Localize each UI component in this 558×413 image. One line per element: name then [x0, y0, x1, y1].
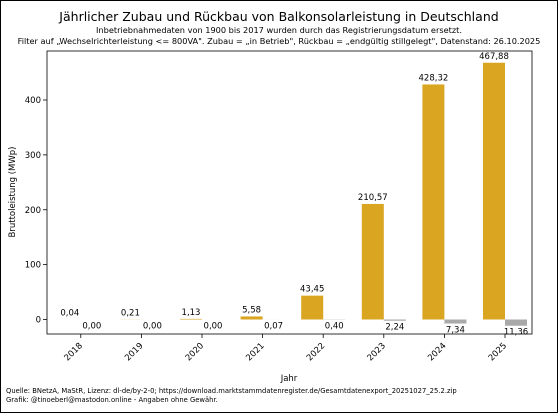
chart-title: Jährlicher Zubau und Rückbau von Balkons… — [58, 9, 498, 24]
label-zubau-2019: 0,21 — [121, 308, 140, 318]
y-tick-label-400: 400 — [25, 96, 41, 106]
x-axis-label: Jahr — [280, 374, 298, 384]
y-tick-label-300: 300 — [25, 151, 41, 161]
plot-area-frame — [46, 50, 533, 335]
label-rueckbau-2025: 11,36 — [504, 328, 528, 338]
x-tick-label-2025: 2025 — [487, 341, 509, 363]
label-zubau-2025: 467,88 — [479, 52, 509, 62]
source-note: Quelle: BNetzA, MaStR, Lizenz: dl-de/by-… — [6, 387, 457, 395]
label-rueckbau-2021: 0,07 — [264, 322, 283, 332]
label-rueckbau-2019: 0,00 — [143, 322, 162, 332]
y-tick-label-100: 100 — [25, 261, 41, 271]
bar-rueckbau-2025 — [505, 319, 527, 326]
x-tick-label-2024: 2024 — [426, 341, 448, 363]
label-rueckbau-2024: 7,34 — [446, 326, 465, 336]
x-axis: 2018 2019 2020 2021 2022 2023 2024 2025 — [63, 334, 509, 363]
label-zubau-2021: 5,58 — [242, 305, 261, 315]
label-zubau-2018: 0,04 — [60, 308, 79, 318]
x-tick-label-2022: 2022 — [305, 341, 327, 363]
y-tick-label-200: 200 — [25, 206, 41, 216]
bar-zubau-2022 — [301, 295, 324, 320]
label-zubau-2022: 43,45 — [300, 285, 324, 295]
chart-subtitle-line-2: Filter auf „Wechselrichterleistung <= 80… — [18, 36, 541, 46]
x-tick-label-2019: 2019 — [123, 341, 145, 363]
bar-zubau-2024 — [422, 84, 445, 320]
bar-zubau-2025 — [483, 62, 505, 320]
label-rueckbau-2018: 0,00 — [82, 322, 101, 332]
label-zubau-2023: 210,57 — [358, 193, 388, 203]
bars-group: 0,040,000,210,001,130,005,580,0743,450,4… — [58, 52, 528, 338]
x-tick-label-2021: 2021 — [244, 341, 266, 363]
label-rueckbau-2023: 2,24 — [385, 323, 404, 333]
x-tick-label-2023: 2023 — [366, 341, 388, 363]
label-zubau-2020: 1,13 — [182, 308, 201, 318]
x-tick-label-2020: 2020 — [184, 341, 206, 363]
bar-rueckbau-2024 — [444, 319, 467, 324]
credit-note: Grafik: @tinoeberl@mastodon.online - Ang… — [6, 396, 218, 404]
x-tick-label-2018: 2018 — [63, 341, 85, 363]
label-zubau-2024: 428,32 — [419, 73, 449, 83]
y-tick-label-0: 0 — [36, 316, 41, 326]
label-rueckbau-2020: 0,00 — [204, 322, 223, 332]
bar-zubau-2020 — [180, 318, 202, 320]
y-axis: 0 100 200 300 400 — [25, 96, 47, 326]
chart-subtitle-line-1: Inbetriebnahmedaten von 1900 bis 2017 wu… — [96, 25, 462, 35]
bar-rueckbau-2023 — [383, 319, 406, 321]
label-rueckbau-2022: 0,40 — [325, 322, 344, 332]
y-axis-label: Bruttoleistung (MWp) — [8, 147, 18, 238]
bar-zubau-2023 — [361, 203, 384, 320]
bar-zubau-2021 — [240, 316, 263, 320]
